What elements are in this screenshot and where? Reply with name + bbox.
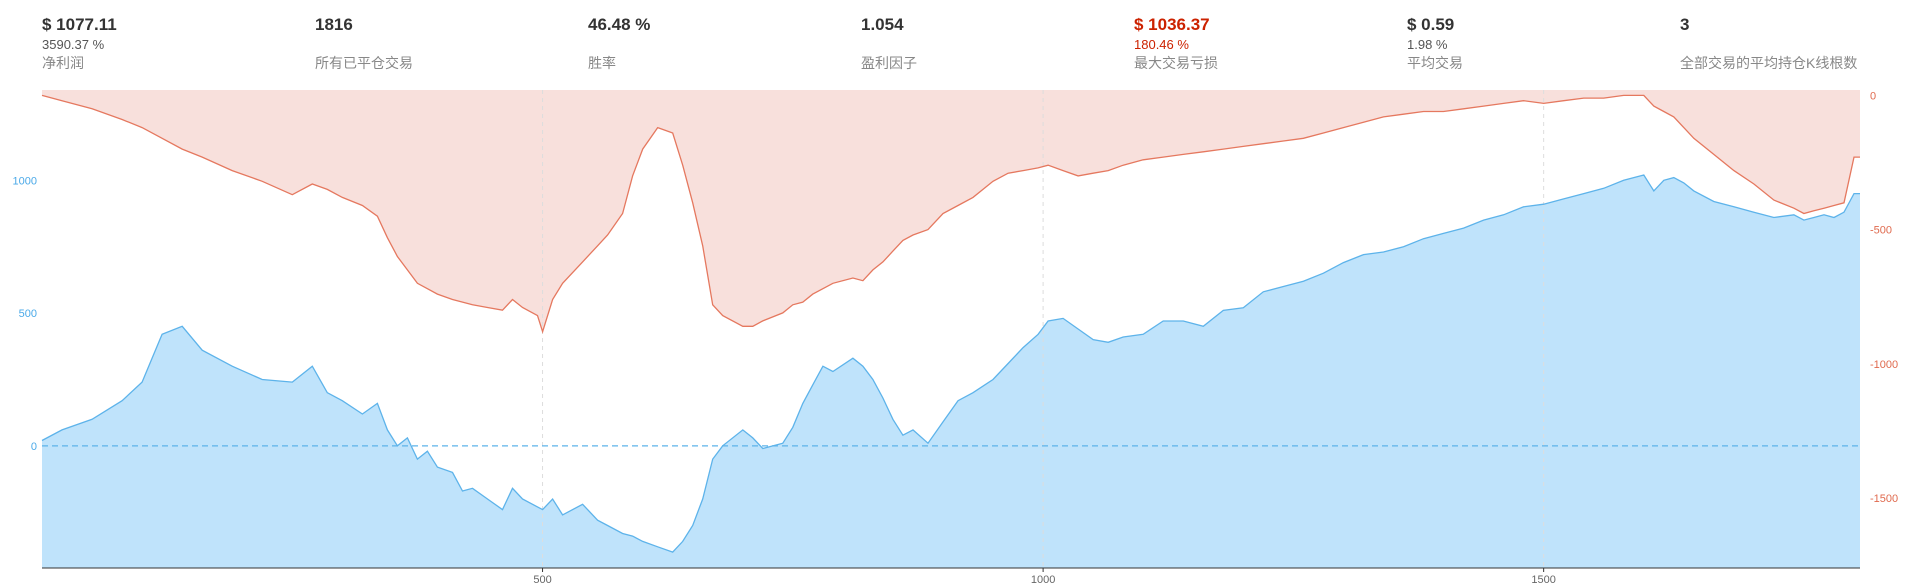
stat-value: 46.48 %	[588, 15, 651, 34]
stat-sub: 3590.37 %	[42, 37, 105, 52]
stat-win-rate: 46.48 % 胜率	[588, 14, 858, 72]
equity-area	[42, 175, 1860, 568]
equity-line	[41, 174, 1860, 553]
left-y-tick-label: 1000	[13, 175, 37, 187]
stat-net-profit: $ 1077.11 3590.37 % 净利润	[42, 14, 312, 72]
stat-label: 胜率	[588, 55, 616, 71]
stat-label: 全部交易的平均持仓K线根数	[1680, 55, 1858, 71]
left-y-tick-label: 500	[19, 308, 37, 320]
x-tick-label: 500	[533, 574, 551, 586]
stat-label: 盈利因子	[861, 55, 917, 71]
stat-sub: 180.46 %	[1134, 37, 1189, 52]
stat-label: 所有已平仓交易	[315, 55, 413, 71]
stat-value: 1816	[315, 15, 353, 34]
stat-avg-trade: $ 0.59 1.98 % 平均交易	[1407, 14, 1677, 72]
stats-bar: $ 1077.11 3590.37 % 净利润 1816 所有已平仓交易 46.…	[0, 0, 1914, 90]
right-y-tick-label: -500	[1870, 225, 1892, 237]
stat-value: 3	[1680, 15, 1690, 34]
stat-value: 1.054	[861, 15, 904, 34]
stat-max-trade-loss: $ 1036.37 180.46 % 最大交易亏损	[1134, 14, 1404, 72]
right-y-tick-label: 0	[1870, 90, 1876, 102]
stat-avg-bars: 3 全部交易的平均持仓K线根数	[1680, 14, 1872, 72]
drawdown-line	[41, 94, 1860, 334]
right-y-tick-label: -1000	[1870, 359, 1898, 371]
x-tick-label: 1500	[1531, 574, 1555, 586]
stat-value: $ 1077.11	[42, 15, 117, 34]
stat-label: 平均交易	[1407, 55, 1463, 71]
stat-sub: 1.98 %	[1407, 37, 1448, 52]
stat-profit-factor: 1.054 盈利因子	[861, 14, 1131, 72]
stat-value: $ 1036.37	[1134, 15, 1210, 34]
x-tick-label: 1000	[1031, 574, 1055, 586]
stat-closed-trades: 1816 所有已平仓交易	[315, 14, 585, 72]
left-y-tick-label: 0	[31, 441, 37, 453]
stat-label: 净利润	[42, 55, 84, 71]
drawdown-area	[42, 90, 1860, 332]
stat-label: 最大交易亏损	[1134, 55, 1218, 71]
right-y-tick-label: -1500	[1870, 493, 1898, 505]
stat-value: $ 0.59	[1407, 15, 1455, 34]
